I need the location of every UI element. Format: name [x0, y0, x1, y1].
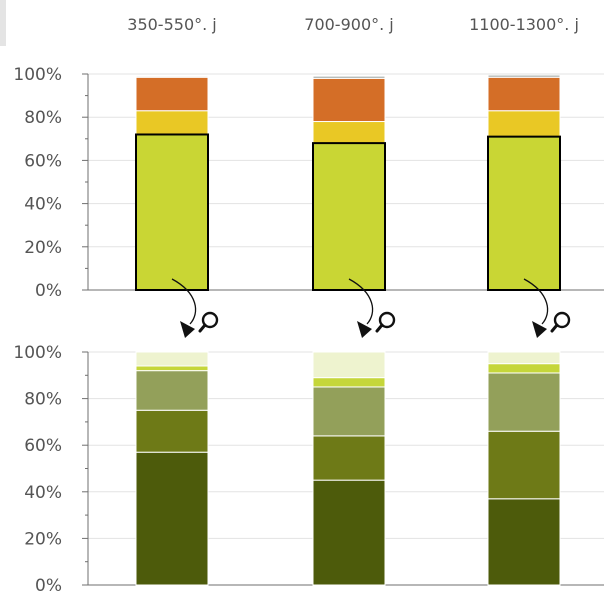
category-label: 1100-1300°. j — [469, 15, 579, 34]
zoom-arrow-icon — [523, 278, 549, 325]
bar-segment — [135, 75, 209, 78]
bar-segment — [487, 498, 561, 586]
bar-segment — [312, 377, 386, 388]
zoom-connector — [171, 278, 219, 338]
bar-segment — [487, 372, 561, 432]
bar-segment — [312, 351, 386, 379]
magnifier-icon — [375, 311, 396, 333]
bar-segment — [487, 430, 561, 500]
category-label: 350-550°. j — [127, 15, 216, 34]
bar-segment — [135, 110, 209, 135]
bottom-stacked-bar-chart: 0% 20% 40% 60% 80% 100% — [13, 343, 604, 591]
y-tick-label: 100% — [13, 343, 62, 363]
bar-segment — [135, 365, 209, 372]
category-label: 700-900°. j — [304, 15, 393, 34]
magnifier-lens — [553, 311, 571, 329]
highlighted-segment-outline — [487, 135, 561, 291]
bar-segment — [135, 351, 209, 367]
highlighted-segment-outline — [312, 142, 386, 291]
page-edge-fragment — [0, 0, 6, 46]
bar-segment — [312, 435, 386, 481]
highlighted-segment-outline — [135, 133, 209, 291]
magnifier-handle — [198, 323, 207, 333]
y-tick-label: 0% — [35, 281, 62, 301]
bar-segment — [487, 363, 561, 374]
bar-segment — [312, 77, 386, 123]
bar-segment — [487, 74, 561, 78]
bar-segment — [487, 136, 561, 291]
magnifier-icon — [198, 311, 219, 333]
y-tick-label: 20% — [24, 529, 62, 549]
bar-segment — [312, 386, 386, 437]
zoom-arrow-head-icon — [180, 321, 195, 338]
bar-segment — [312, 479, 386, 586]
magnifier-icon — [550, 311, 571, 333]
magnifier-handle — [550, 323, 559, 333]
bar-segment — [135, 451, 209, 586]
bar-segment — [135, 409, 209, 453]
magnifier-handle — [375, 323, 384, 333]
zoom-arrow-icon — [171, 278, 197, 325]
y-tick-label: 80% — [24, 108, 62, 128]
y-tick-label: 40% — [24, 195, 62, 215]
y-tick-label: 20% — [24, 238, 62, 258]
zoom-arrow-head-icon — [357, 321, 372, 338]
bar-segment — [135, 370, 209, 411]
y-tick-label: 100% — [13, 65, 62, 85]
magnifier-lens — [378, 311, 396, 329]
bar-segment — [135, 133, 209, 291]
zoom-arrow-head-icon — [532, 321, 547, 338]
zoom-connector — [523, 278, 571, 338]
bar-segment — [135, 76, 209, 112]
bar-segment — [487, 110, 561, 138]
bar-segment — [312, 121, 386, 144]
bar-segment — [312, 142, 386, 291]
y-tick-label: 0% — [35, 576, 62, 591]
bar-segment — [487, 351, 561, 365]
bar-segment — [487, 76, 561, 112]
magnifier-lens — [201, 311, 219, 329]
bar-segment — [312, 75, 386, 79]
zoom-arrow-icon — [348, 278, 374, 325]
y-tick-label: 60% — [24, 436, 62, 456]
y-tick-label: 40% — [24, 483, 62, 503]
y-tick-label: 80% — [24, 390, 62, 410]
zoom-connector — [348, 278, 396, 338]
top-stacked-bar-chart: 0% 20% 40% 60% 80% 100% — [13, 65, 604, 301]
y-tick-label: 60% — [24, 151, 62, 171]
